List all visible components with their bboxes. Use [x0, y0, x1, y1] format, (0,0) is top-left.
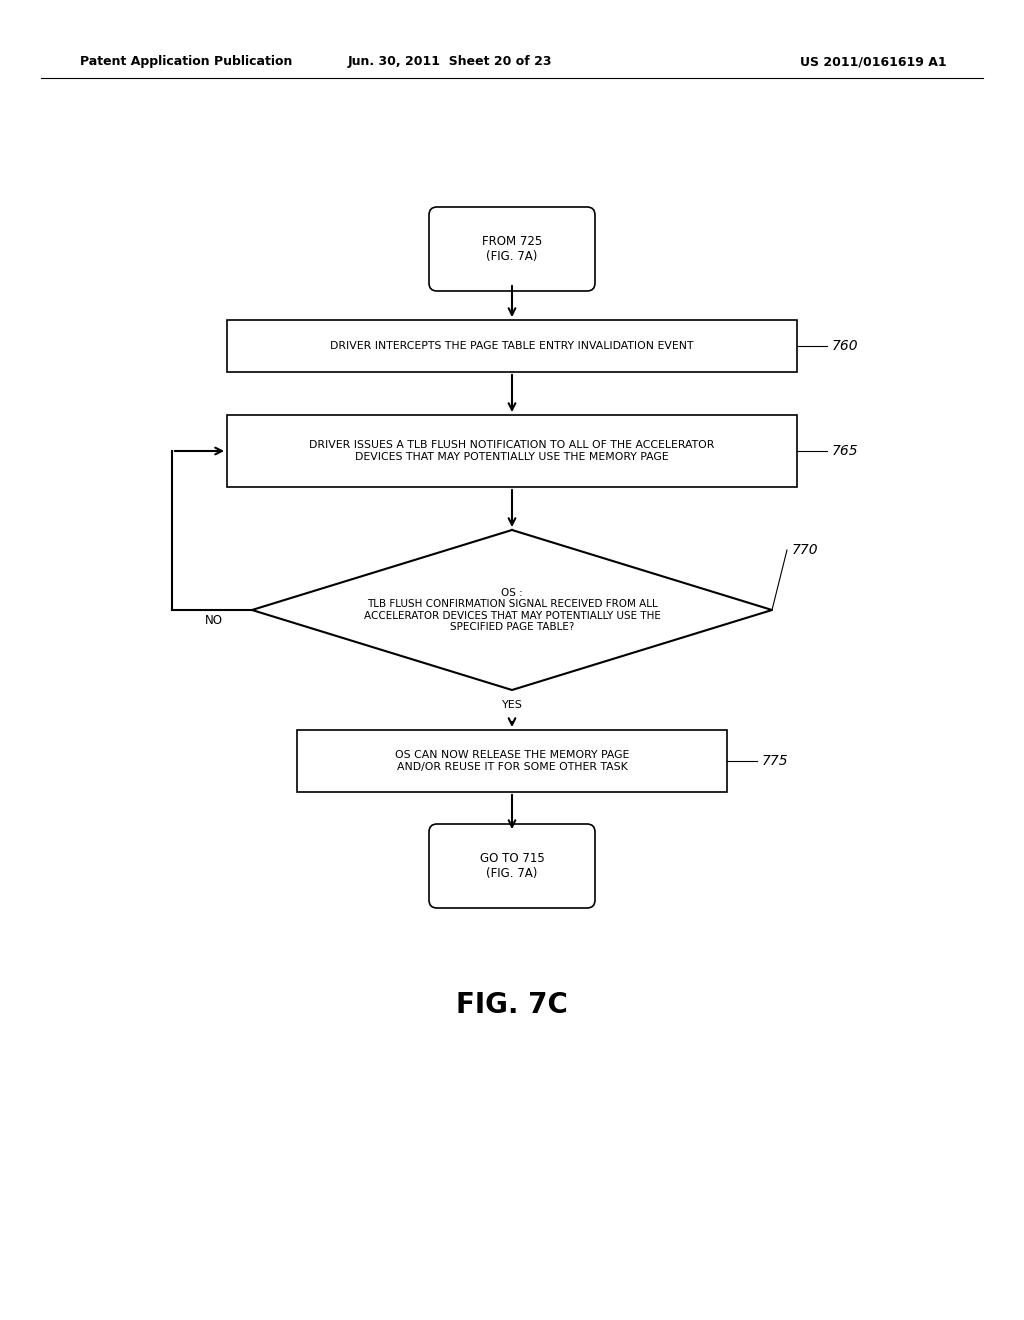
- Text: OS :
TLB FLUSH CONFIRMATION SIGNAL RECEIVED FROM ALL
ACCELERATOR DEVICES THAT MA: OS : TLB FLUSH CONFIRMATION SIGNAL RECEI…: [364, 587, 660, 632]
- Text: 765: 765: [831, 444, 859, 458]
- Text: FIG. 7C: FIG. 7C: [456, 991, 568, 1019]
- Text: 770: 770: [792, 543, 818, 557]
- FancyBboxPatch shape: [429, 207, 595, 290]
- Text: FROM 725
(FIG. 7A): FROM 725 (FIG. 7A): [482, 235, 542, 263]
- Bar: [227, 414, 797, 487]
- Text: YES: YES: [502, 700, 522, 710]
- Text: DRIVER INTERCEPTS THE PAGE TABLE ENTRY INVALIDATION EVENT: DRIVER INTERCEPTS THE PAGE TABLE ENTRY I…: [331, 341, 693, 351]
- Text: NO: NO: [205, 614, 223, 627]
- Text: 760: 760: [831, 339, 859, 352]
- Text: GO TO 715
(FIG. 7A): GO TO 715 (FIG. 7A): [479, 851, 545, 880]
- Text: DRIVER ISSUES A TLB FLUSH NOTIFICATION TO ALL OF THE ACCELERATOR
DEVICES THAT MA: DRIVER ISSUES A TLB FLUSH NOTIFICATION T…: [309, 440, 715, 462]
- Text: OS CAN NOW RELEASE THE MEMORY PAGE
AND/OR REUSE IT FOR SOME OTHER TASK: OS CAN NOW RELEASE THE MEMORY PAGE AND/O…: [395, 750, 629, 772]
- Text: 775: 775: [762, 754, 788, 768]
- FancyBboxPatch shape: [429, 824, 595, 908]
- Text: Patent Application Publication: Patent Application Publication: [80, 55, 293, 69]
- Text: Jun. 30, 2011  Sheet 20 of 23: Jun. 30, 2011 Sheet 20 of 23: [348, 55, 552, 69]
- Text: US 2011/0161619 A1: US 2011/0161619 A1: [800, 55, 946, 69]
- Bar: [227, 319, 797, 372]
- Bar: [297, 730, 727, 792]
